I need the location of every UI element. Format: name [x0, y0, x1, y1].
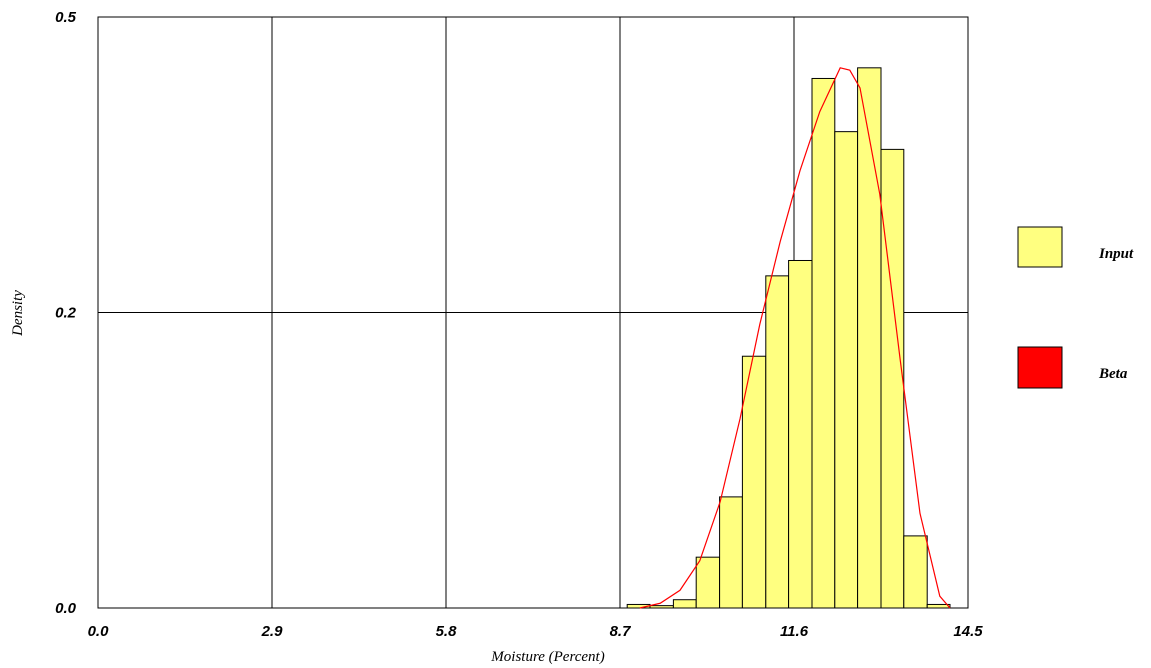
- bar: [695, 556, 721, 609]
- x-axis-label: Moisture (Percent): [490, 649, 604, 665]
- x-tick-label: 5.8: [436, 623, 458, 640]
- y-tick-label: 0.0: [55, 600, 77, 617]
- bar: [811, 77, 836, 609]
- bar: [857, 67, 882, 609]
- x-tick-label: 2.9: [261, 623, 284, 640]
- bar: [903, 535, 928, 609]
- x-tick-label: 0.0: [88, 623, 110, 640]
- legend-label: Beta: [1098, 366, 1128, 382]
- bar: [880, 148, 905, 609]
- bar: [834, 131, 859, 609]
- plot-frame: [97, 16, 969, 609]
- bar: [649, 605, 674, 609]
- bar: [765, 275, 790, 609]
- y-tick-label: 0.2: [55, 305, 77, 322]
- bar: [788, 259, 813, 609]
- y-axis-label: Density: [10, 290, 26, 337]
- legend-swatch: [1017, 346, 1063, 389]
- fit-line: [639, 67, 951, 609]
- legend-label: Input: [1098, 246, 1134, 262]
- legend-swatch: [1017, 226, 1063, 268]
- x-tick-label: 11.6: [780, 623, 809, 640]
- bar: [926, 603, 951, 609]
- x-tick-label: 14.5: [953, 623, 983, 640]
- x-tick-label: 8.7: [610, 623, 632, 640]
- bar: [719, 496, 743, 609]
- bar: [741, 355, 767, 609]
- bar: [672, 599, 697, 609]
- y-tick-label: 0.5: [55, 9, 77, 26]
